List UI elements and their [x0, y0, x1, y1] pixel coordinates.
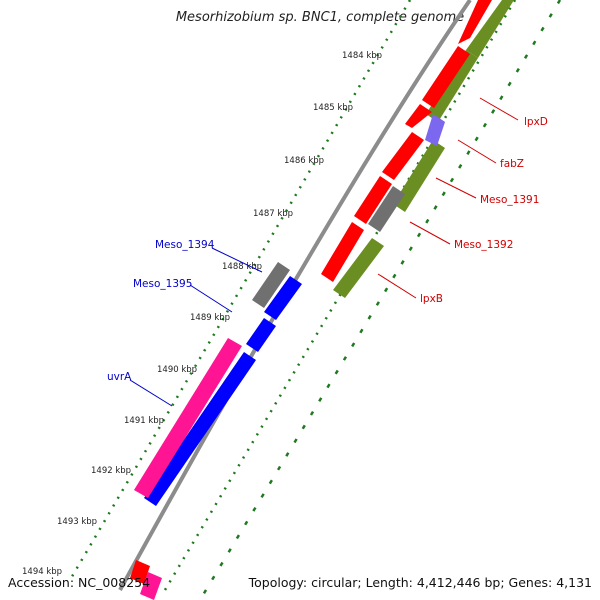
cds-segment[interactable]: [321, 222, 364, 282]
gene-segment[interactable]: [426, 50, 478, 122]
lower-gene[interactable]: [140, 572, 162, 600]
label-uvrA[interactable]: uvrA: [107, 371, 132, 383]
gene-segment[interactable]: [466, 0, 514, 58]
meso1392-feature[interactable]: [368, 186, 405, 232]
forward-labels: lpxD fabZ Meso_1391 Meso_1392 lpxB: [377, 97, 548, 305]
tick-label: 1493 kbp: [57, 517, 97, 527]
accession-text: Accession: NC_008254: [8, 575, 151, 590]
cds-segment[interactable]: [405, 104, 432, 128]
label-fabZ[interactable]: fabZ: [500, 158, 524, 170]
outer-tick-track: [163, 0, 517, 591]
map-title: Mesorhizobium sp. BNC1, complete genome: [175, 10, 465, 25]
tick-labels: 1484 kbp 1485 kbp 1486 kbp 1487 kbp 1488…: [22, 51, 382, 577]
lower-gene[interactable]: [130, 560, 150, 584]
reverse-cds-track: [144, 276, 302, 506]
label-meso-1392[interactable]: Meso_1392: [454, 239, 513, 251]
label-meso-1391[interactable]: Meso_1391: [480, 194, 539, 206]
cds-segment[interactable]: [144, 352, 256, 506]
gene-segment[interactable]: [333, 238, 384, 298]
forward-gene-track: [333, 0, 514, 298]
cds-segment[interactable]: [422, 46, 470, 108]
tick-label: 1489 kbp: [190, 313, 230, 323]
fabZ-highlight[interactable]: [425, 114, 445, 146]
label-lpxB[interactable]: lpxB: [420, 293, 443, 305]
tick-label: 1485 kbp: [313, 103, 353, 113]
label-lpxD[interactable]: lpxD: [524, 116, 548, 128]
uvrA-gene[interactable]: [134, 338, 242, 498]
cds-segment[interactable]: [264, 276, 302, 320]
genome-summary: Topology: circular; Length: 4,412,446 bp…: [248, 575, 592, 590]
inner-tick-track: [68, 0, 412, 581]
cds-segment[interactable]: [354, 176, 392, 224]
gene-segment[interactable]: [393, 140, 445, 212]
tick-label: 1484 kbp: [342, 51, 382, 61]
tick-label: 1491 kbp: [124, 416, 164, 426]
meso1394-feature[interactable]: [252, 262, 290, 308]
tick-label: 1492 kbp: [91, 466, 131, 476]
reverse-gene-track: [130, 262, 290, 600]
cds-segment[interactable]: [458, 0, 492, 44]
tick-label: 1486 kbp: [284, 156, 324, 166]
tick-label: 1488 kbp: [222, 262, 262, 272]
label-meso-1395[interactable]: Meso_1395: [133, 278, 192, 290]
tick-label: 1487 kbp: [253, 209, 293, 219]
cds-segment[interactable]: [246, 318, 276, 352]
forward-cds-track: [321, 0, 492, 282]
label-meso-1394[interactable]: Meso_1394: [155, 239, 215, 251]
genome-backbone: [118, 0, 472, 591]
tick-label: 1494 kbp: [22, 567, 62, 577]
cds-segment[interactable]: [382, 132, 424, 180]
tick-label: 1490 kbp: [157, 365, 197, 375]
reverse-labels: Meso_1394 Meso_1395 uvrA: [107, 239, 263, 407]
